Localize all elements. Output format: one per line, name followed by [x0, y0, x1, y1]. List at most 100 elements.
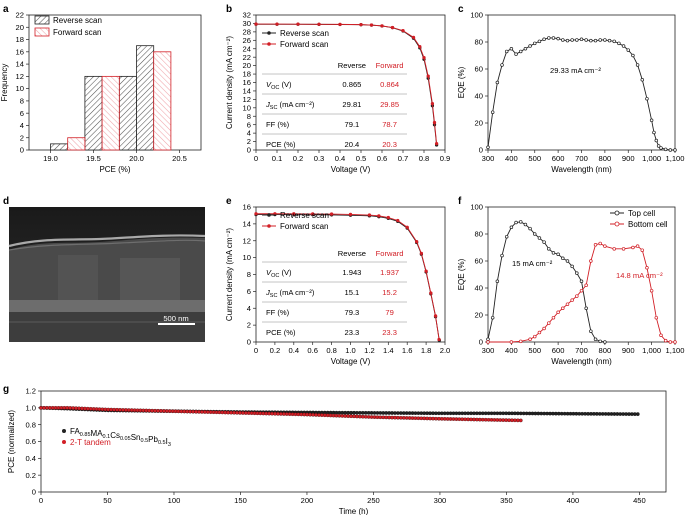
data-point	[434, 142, 439, 146]
data-point	[598, 339, 602, 344]
data-point	[570, 38, 574, 42]
y-tick-label: 40	[475, 92, 483, 101]
y-axis-label: EQE (%)	[457, 66, 466, 98]
data-point	[254, 22, 258, 26]
plot-frame	[487, 14, 676, 151]
data-point	[401, 28, 405, 33]
x-tick-label: 0.4	[289, 346, 300, 355]
x-tick-label: 1.6	[402, 346, 413, 355]
data-point	[593, 243, 598, 247]
data-point	[635, 412, 640, 416]
y-axis-label: PCE (normalized)	[7, 410, 16, 473]
data-point	[570, 264, 574, 269]
y-tick-label: 0.2	[25, 471, 36, 480]
legend-marker	[62, 429, 66, 433]
data-point	[504, 234, 509, 239]
table-value: 20.3	[382, 140, 397, 149]
sem-substrate-layer	[9, 300, 205, 312]
y-tick-label: 6	[247, 287, 251, 296]
y-axis-label: EQE (%)	[457, 258, 466, 290]
table-header: Forward	[376, 61, 404, 70]
data-point	[621, 44, 626, 48]
data-point	[593, 38, 598, 43]
table-value: 29.81	[342, 100, 361, 109]
y-tick-label: 40	[475, 284, 483, 293]
data-point	[528, 337, 532, 342]
data-point	[486, 340, 490, 344]
x-tick-label: 0.9	[440, 154, 451, 163]
y-tick-label: 20	[475, 311, 483, 320]
data-point	[589, 38, 593, 43]
data-point	[626, 48, 630, 52]
data-point	[338, 22, 342, 27]
y-tick-label: 60	[475, 257, 483, 266]
data-point	[292, 212, 296, 216]
x-tick-label: 0	[39, 496, 43, 505]
x-tick-label: 500	[528, 154, 541, 163]
data-point	[311, 212, 315, 216]
x-tick-label: 350	[500, 496, 513, 505]
y-axis-label: Current density (mA cm⁻²)	[225, 36, 234, 129]
data-point	[426, 74, 430, 78]
x-tick-label: 100	[168, 496, 181, 505]
panel-label-a: a	[3, 4, 9, 15]
table-value: 15.2	[382, 288, 397, 297]
data-point	[514, 220, 518, 225]
x-tick-label: 20.0	[129, 154, 144, 163]
annotation-bottom-cell: 14.8 mA cm⁻²	[616, 271, 663, 280]
data-point	[542, 326, 546, 331]
y-tick-label: 2	[247, 137, 251, 146]
data-point	[649, 288, 654, 293]
panel-label-b: b	[226, 4, 232, 15]
table-value: 79.3	[345, 308, 360, 317]
x-tick-label: 1.8	[421, 346, 432, 355]
data-point	[621, 247, 626, 251]
data-point	[509, 225, 514, 230]
histogram-bar	[153, 51, 172, 151]
data-point	[579, 279, 584, 284]
x-tick-label: 0	[254, 346, 258, 355]
legend-label: FA0.85MA0.1Cs0.05Sn0.5Pb0.5I3	[70, 427, 171, 448]
data-point	[369, 23, 374, 27]
x-tick-label: 0.6	[307, 346, 318, 355]
data-point	[584, 306, 588, 311]
y-tick-label: 22	[243, 53, 251, 62]
data-point	[556, 252, 560, 257]
table-row-label: PCE (%)	[266, 140, 296, 149]
y-tick-label: 8	[20, 97, 24, 106]
data-point	[547, 321, 551, 325]
data-point	[377, 214, 381, 218]
legend-marker	[267, 224, 271, 228]
sem-grain	[120, 258, 180, 300]
sem-interface	[8, 239, 206, 251]
data-point	[631, 53, 635, 58]
annotation-current: 29.33 mA cm⁻²	[550, 66, 601, 75]
y-tick-label: 0.8	[25, 420, 36, 429]
y-tick-label: 32	[243, 11, 251, 20]
data-point	[433, 314, 438, 318]
panel-label-f: f	[458, 196, 462, 207]
x-tick-label: 1.2	[364, 346, 375, 355]
y-tick-label: 12	[243, 236, 251, 245]
y-tick-label: 1.2	[25, 387, 36, 396]
legend-marker	[267, 42, 271, 46]
data-point	[589, 329, 593, 333]
x-tick-label: 400	[567, 496, 580, 505]
y-tick-label: 12	[16, 72, 24, 81]
data-point	[254, 212, 258, 216]
y-tick-label: 0.4	[25, 454, 36, 463]
legend-label: Reverse scan	[280, 29, 329, 38]
x-tick-label: 1,100	[665, 346, 684, 355]
y-tick-label: 6	[20, 109, 24, 118]
x-tick-label: 0.2	[293, 154, 304, 163]
y-tick-label: 22	[16, 11, 24, 20]
legend-marker	[614, 221, 620, 227]
data-point	[418, 44, 422, 49]
sem-top-electrode	[8, 234, 206, 248]
y-tick-label: 0.6	[25, 437, 36, 446]
table-header: Reverse	[338, 61, 366, 70]
data-point	[612, 39, 616, 44]
data-point	[537, 236, 542, 240]
y-tick-label: 20	[475, 119, 483, 128]
legend-marker	[614, 210, 620, 216]
